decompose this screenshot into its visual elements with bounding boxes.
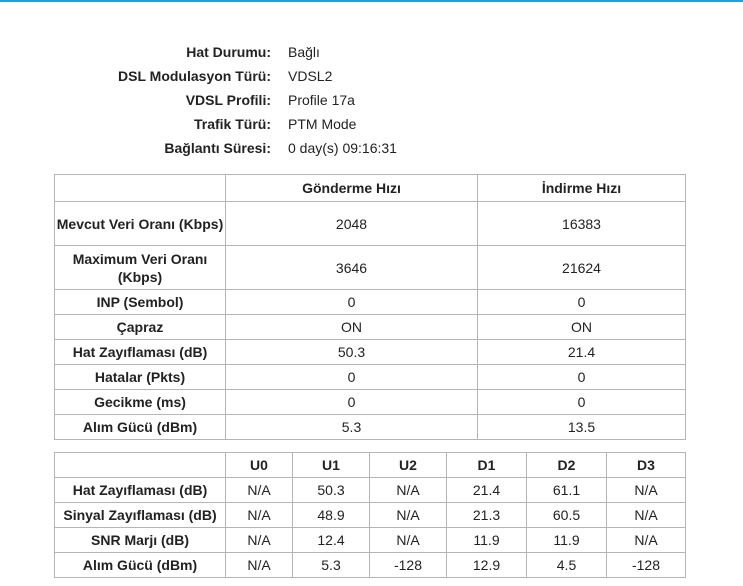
band-value: N/A [225,527,293,553]
row-label: Alım Gücü (dBm) [54,414,226,440]
band-value: -128 [606,552,686,578]
upstream-value: 0 [225,389,478,415]
band-value: N/A [369,502,447,528]
header-cell-u0: U0 [225,452,293,478]
table-row: Maximum Veri Oranı (Kbps) 3646 21624 [54,245,686,290]
band-value: N/A [369,527,447,553]
header-cell-u2: U2 [369,452,447,478]
header-cell-u1: U1 [292,452,370,478]
upstream-value: 5.3 [225,414,478,440]
row-label: Hat Zayıflaması (dB) [54,477,226,503]
status-row-modulation: DSL Modulasyon Türü: VDSL2 [0,64,743,88]
band-value: 11.9 [446,527,527,553]
table-row: Sinyal Zayıflaması (dB) N/A 48.9 N/A 21.… [54,502,686,528]
band-value: 21.4 [446,477,527,503]
upstream-value: 0 [225,364,478,390]
row-label: Alım Gücü (dBm) [54,552,226,578]
header-cell-empty [54,452,226,478]
table-header-row: U0 U1 U2 D1 D2 D3 [54,452,686,478]
band-value: N/A [369,477,447,503]
status-row-uptime: Bağlantı Süresi: 0 day(s) 09:16:31 [0,136,743,160]
row-label: INP (Sembol) [54,289,226,315]
band-statistics-table: U0 U1 U2 D1 D2 D3 Hat Zayıflaması (dB) N… [54,452,686,578]
status-label: Trafik Türü: [193,116,271,132]
band-value: -128 [369,552,447,578]
downstream-value: 0 [477,364,686,390]
status-value: Profile 17a [288,92,355,108]
band-value: N/A [225,552,293,578]
row-label: Sinyal Zayıflaması (dB) [54,502,226,528]
band-value: N/A [606,527,686,553]
row-label: Mevcut Veri Oranı (Kbps) [54,201,226,246]
rate-statistics-table: Gönderme Hızı İndirme Hızı Mevcut Veri O… [54,174,686,440]
upstream-value: 3646 [225,245,478,290]
band-value: 12.9 [446,552,527,578]
status-label: Hat Durumu: [186,44,271,60]
downstream-value: 0 [477,389,686,415]
status-value: Bağlı [288,44,320,60]
row-label: SNR Marjı (dB) [54,527,226,553]
band-value: 21.3 [446,502,527,528]
upstream-value: ON [225,314,478,340]
table-row: Alım Gücü (dBm) 5.3 13.5 [54,414,686,440]
upstream-value: 2048 [225,201,478,246]
table-row: Hatalar (Pkts) 0 0 [54,364,686,390]
table-row: Gecikme (ms) 0 0 [54,389,686,415]
downstream-value: 0 [477,289,686,315]
header-cell-upstream: Gönderme Hızı [225,174,478,202]
row-label: Hatalar (Pkts) [54,364,226,390]
row-label: Gecikme (ms) [54,389,226,415]
status-row-line-state: Hat Durumu: Bağlı [0,40,743,64]
header-cell-d1: D1 [446,452,527,478]
band-value: N/A [225,477,293,503]
band-value: 48.9 [292,502,370,528]
connection-status-panel: Hat Durumu: Bağlı DSL Modulasyon Türü: V… [0,40,743,160]
status-row-profile: VDSL Profili: Profile 17a [0,88,743,112]
status-label: DSL Modulasyon Türü: [118,68,271,84]
downstream-value: 16383 [477,201,686,246]
band-value: 61.1 [526,477,607,503]
row-label: Hat Zayıflaması (dB) [54,339,226,365]
table-row: Mevcut Veri Oranı (Kbps) 2048 16383 [54,201,686,246]
band-value: N/A [606,477,686,503]
table-row: Hat Zayıflaması (dB) 50.3 21.4 [54,339,686,365]
status-value: VDSL2 [288,68,333,84]
upstream-value: 0 [225,289,478,315]
header-cell-downstream: İndirme Hızı [477,174,686,202]
status-label: Bağlantı Süresi: [164,140,271,156]
row-label: Maximum Veri Oranı (Kbps) [54,245,226,290]
band-value: 5.3 [292,552,370,578]
header-accent-bar [0,0,743,2]
row-label: Çapraz [54,314,226,340]
band-value: 4.5 [526,552,607,578]
band-value: N/A [606,502,686,528]
table-row: Çapraz ON ON [54,314,686,340]
upstream-value: 50.3 [225,339,478,365]
table-row: Hat Zayıflaması (dB) N/A 50.3 N/A 21.4 6… [54,477,686,503]
table-row: SNR Marjı (dB) N/A 12.4 N/A 11.9 11.9 N/… [54,527,686,553]
band-value: 50.3 [292,477,370,503]
status-value: PTM Mode [288,116,357,132]
downstream-value: 13.5 [477,414,686,440]
band-value: 60.5 [526,502,607,528]
header-cell-d2: D2 [526,452,607,478]
table-row: Alım Gücü (dBm) N/A 5.3 -128 12.9 4.5 -1… [54,552,686,578]
header-cell-d3: D3 [606,452,686,478]
status-value: 0 day(s) 09:16:31 [288,140,397,156]
table-header-row: Gönderme Hızı İndirme Hızı [54,174,686,202]
table-row: INP (Sembol) 0 0 [54,289,686,315]
downstream-value: ON [477,314,686,340]
downstream-value: 21624 [477,245,686,290]
status-row-traffic-type: Trafik Türü: PTM Mode [0,112,743,136]
status-label: VDSL Profili: [185,92,271,108]
downstream-value: 21.4 [477,339,686,365]
header-cell-empty [54,174,226,202]
band-value: N/A [225,502,293,528]
band-value: 12.4 [292,527,370,553]
band-value: 11.9 [526,527,607,553]
